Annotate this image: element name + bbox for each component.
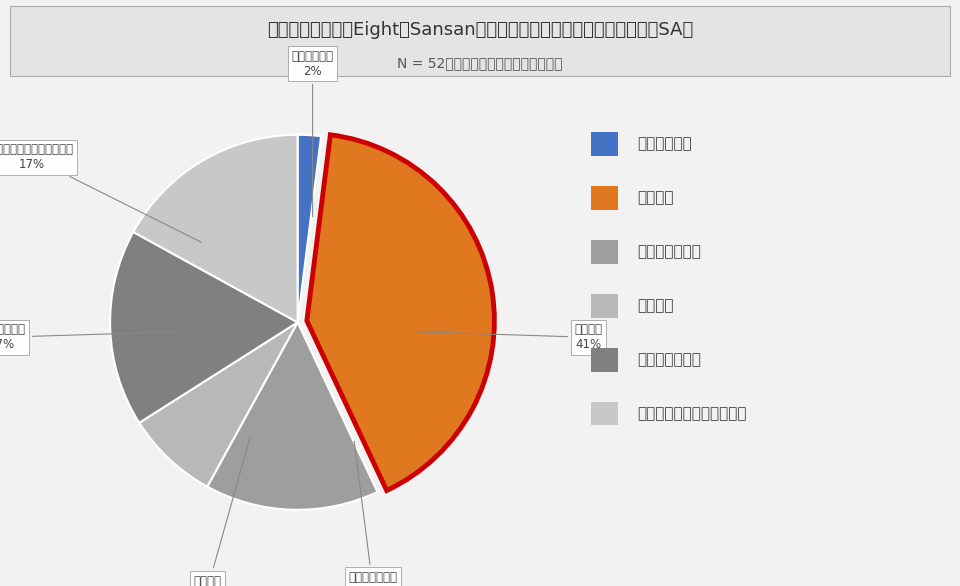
Text: 強くそう思う: 強くそう思う <box>637 137 692 152</box>
FancyBboxPatch shape <box>591 348 618 372</box>
Text: どちらでもない: どちらでもない <box>637 352 702 367</box>
Text: どちらでもない
17%: どちらでもない 17% <box>0 323 179 351</box>
Text: 思わない: 思わない <box>637 298 674 314</box>
FancyBboxPatch shape <box>591 186 618 210</box>
Text: そう思う: そう思う <box>637 190 674 206</box>
Wedge shape <box>298 135 321 322</box>
Wedge shape <box>139 322 298 486</box>
Text: N = 52（アナログ管理をしている方）: N = 52（アナログ管理をしている方） <box>397 56 563 70</box>
Text: 思わない
8%: 思わない 8% <box>194 438 250 586</box>
Text: そう思う
41%: そう思う 41% <box>417 323 602 351</box>
FancyBboxPatch shape <box>591 402 618 425</box>
Wedge shape <box>133 135 298 322</box>
FancyBboxPatch shape <box>591 294 618 318</box>
FancyBboxPatch shape <box>591 240 618 264</box>
Text: 名刺管理ソフトを知らない
17%: 名刺管理ソフトを知らない 17% <box>0 144 202 242</box>
Wedge shape <box>110 232 298 423</box>
Text: あまり思わない: あまり思わない <box>637 244 702 260</box>
Text: 名刺管理ソフトを知らない: 名刺管理ソフトを知らない <box>637 406 747 421</box>
Text: 強くそう思う
2%: 強くそう思う 2% <box>292 50 334 216</box>
Text: あまり思わない
15%: あまり思わない 15% <box>348 441 397 586</box>
FancyBboxPatch shape <box>591 132 618 156</box>
Text: 名刺管理ソフト（EightやSansanなど）は便利そうだと思いますか？（SA）: 名刺管理ソフト（EightやSansanなど）は便利そうだと思いますか？（SA） <box>267 22 693 39</box>
Wedge shape <box>207 322 377 510</box>
Wedge shape <box>307 135 494 490</box>
